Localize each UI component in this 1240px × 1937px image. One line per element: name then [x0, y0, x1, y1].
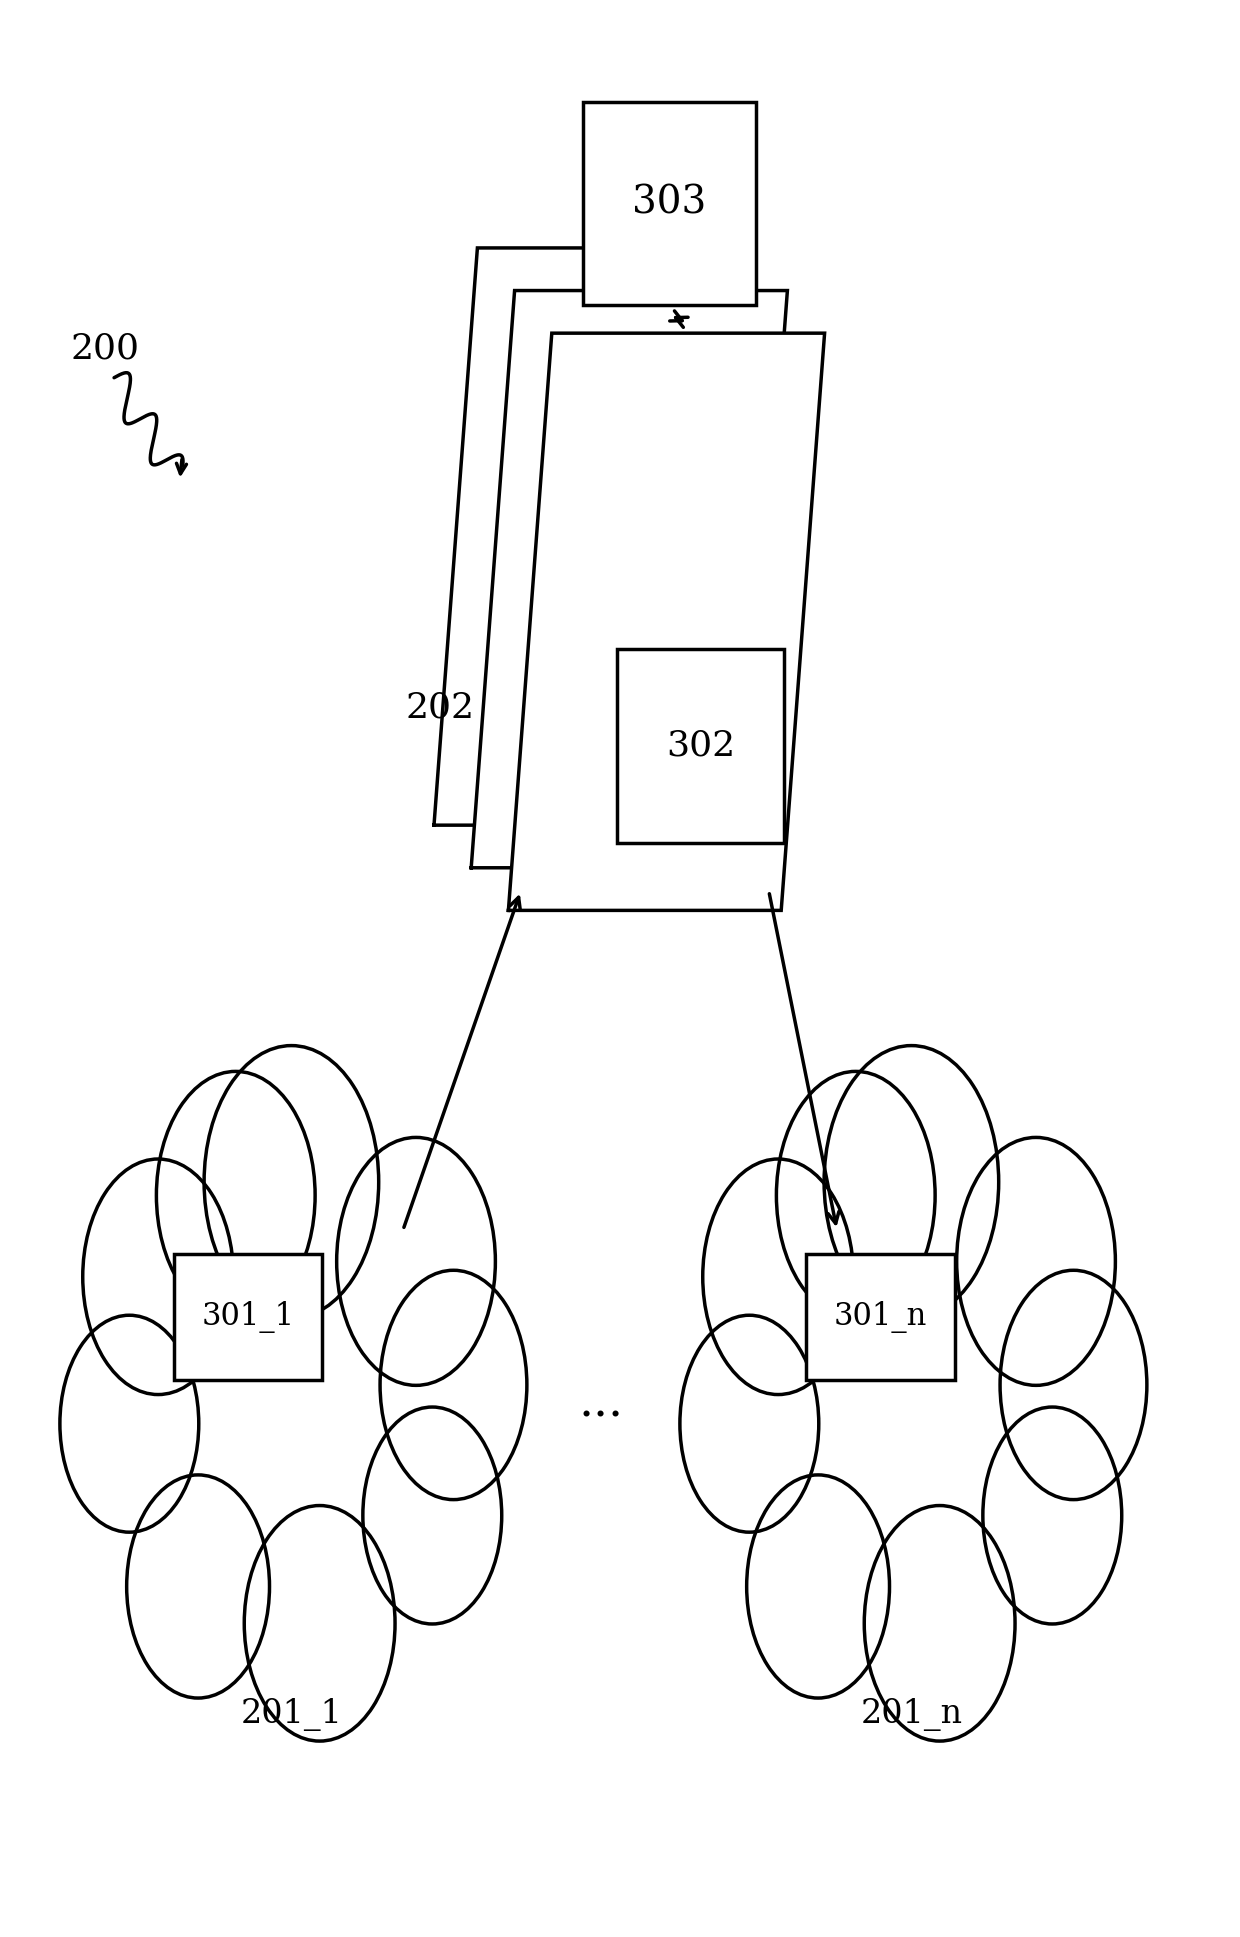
Circle shape — [983, 1406, 1122, 1623]
Polygon shape — [471, 291, 787, 868]
Polygon shape — [508, 333, 825, 910]
FancyBboxPatch shape — [618, 649, 784, 843]
Circle shape — [60, 1315, 198, 1532]
Text: 302: 302 — [666, 728, 735, 763]
FancyArrowPatch shape — [769, 893, 839, 1224]
FancyArrowPatch shape — [176, 459, 186, 475]
Circle shape — [83, 1158, 233, 1395]
Circle shape — [703, 1158, 853, 1395]
Circle shape — [205, 1046, 378, 1319]
FancyBboxPatch shape — [583, 101, 756, 304]
FancyBboxPatch shape — [174, 1255, 322, 1379]
Polygon shape — [434, 248, 750, 825]
Circle shape — [337, 1137, 496, 1385]
Text: ...: ... — [579, 1381, 624, 1428]
Text: 200: 200 — [71, 331, 140, 366]
Text: 201_1: 201_1 — [241, 1697, 342, 1732]
Circle shape — [776, 1071, 935, 1319]
Circle shape — [746, 1474, 889, 1699]
Circle shape — [864, 1505, 1016, 1741]
Text: 201_n: 201_n — [861, 1697, 962, 1732]
Circle shape — [680, 1315, 818, 1532]
Circle shape — [957, 1137, 1116, 1385]
Circle shape — [1001, 1271, 1147, 1499]
Circle shape — [156, 1071, 315, 1319]
Circle shape — [244, 1505, 396, 1741]
Text: 301_1: 301_1 — [201, 1302, 295, 1333]
Text: 202: 202 — [405, 690, 475, 724]
Circle shape — [381, 1271, 527, 1499]
FancyBboxPatch shape — [806, 1255, 955, 1379]
Circle shape — [363, 1406, 502, 1623]
Text: 303: 303 — [632, 184, 707, 223]
Text: 301_n: 301_n — [833, 1302, 928, 1333]
Circle shape — [825, 1046, 998, 1319]
Circle shape — [126, 1474, 269, 1699]
FancyArrowPatch shape — [404, 897, 521, 1228]
